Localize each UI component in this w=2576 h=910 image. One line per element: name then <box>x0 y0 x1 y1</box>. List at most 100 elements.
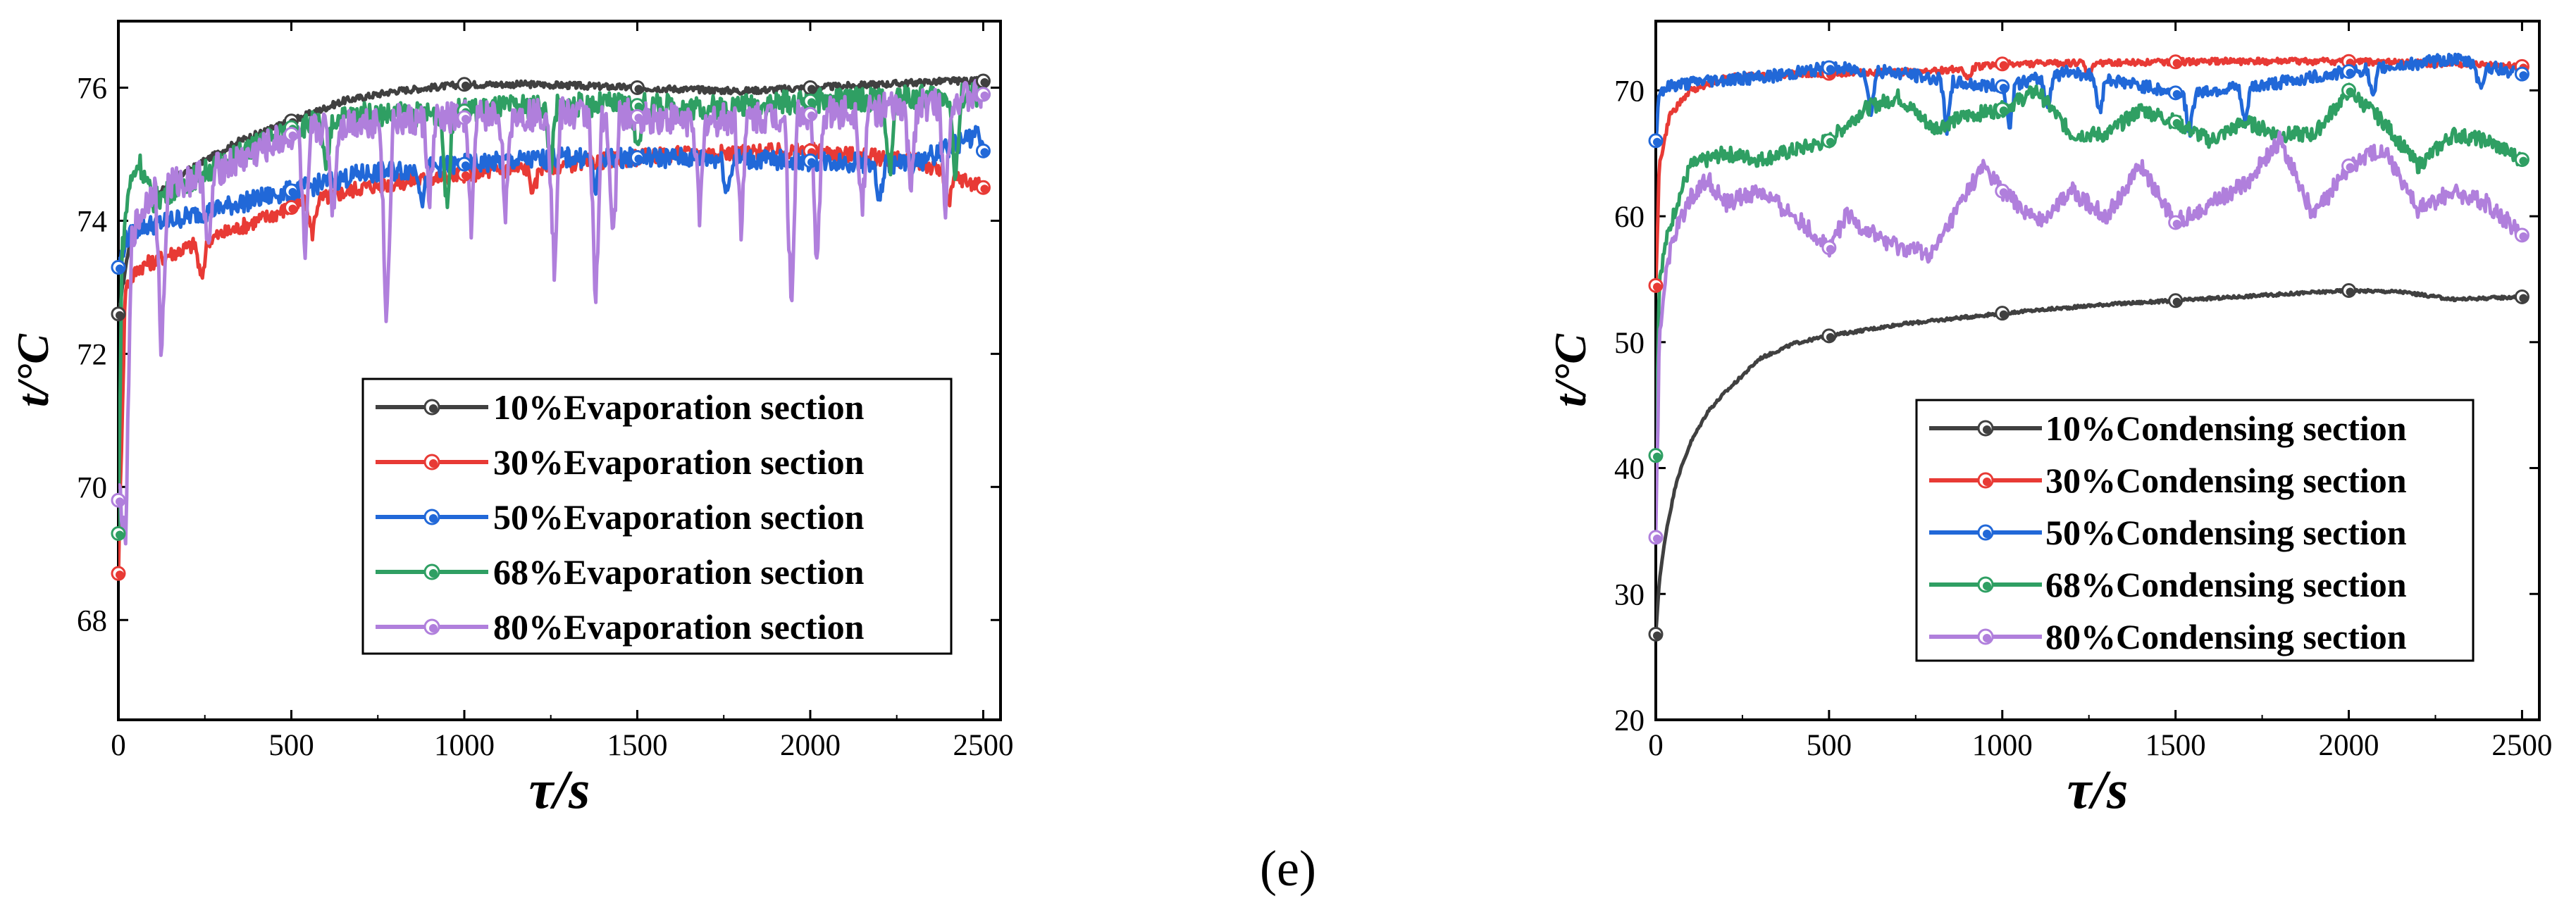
y-tick-label: 40 <box>1614 453 1645 486</box>
legend-marker-fill-2 <box>429 514 438 523</box>
series-marker-fill-0 <box>807 85 816 94</box>
series-marker-fill-0 <box>2519 294 2528 303</box>
series-marker-fill-1 <box>116 571 124 580</box>
series-marker-fill-0 <box>1653 631 1661 640</box>
series-marker-fill-2 <box>980 148 989 157</box>
series-marker-fill-4 <box>2519 232 2528 241</box>
legend-marker-fill-2 <box>1983 530 1991 538</box>
series-marker-fill-4 <box>1826 244 1835 254</box>
x-tick-label: 2000 <box>2319 729 2379 762</box>
legend-marker-fill-4 <box>1983 634 1991 642</box>
x-axis-label: τ/s <box>2067 759 2129 820</box>
legend-label-2: 50%Condensing section <box>2045 513 2407 552</box>
series-marker-fill-1 <box>461 171 470 180</box>
y-tick-label: 76 <box>77 72 107 105</box>
y-tick-label: 70 <box>1614 75 1645 108</box>
series-marker-fill-0 <box>2172 297 2181 306</box>
legend-marker-fill-4 <box>429 624 438 632</box>
series-marker-fill-2 <box>2519 71 2528 80</box>
series-marker-fill-2 <box>1653 137 1661 147</box>
y-tick-label: 74 <box>77 205 107 238</box>
y-tick-label: 50 <box>1614 327 1645 360</box>
series-marker-fill-1 <box>2172 58 2181 68</box>
x-tick-label: 500 <box>268 729 314 762</box>
x-tick-label: 500 <box>1807 729 1852 762</box>
series-marker-fill-4 <box>2172 219 2181 228</box>
series-group <box>118 75 985 580</box>
x-tick-label: 1000 <box>434 729 495 762</box>
series-marker-fill-0 <box>461 81 470 90</box>
series-marker-fill-3 <box>2346 87 2355 96</box>
series-marker-fill-0 <box>980 78 989 87</box>
y-tick-label: 60 <box>1614 201 1645 234</box>
series-marker-fill-1 <box>980 185 989 194</box>
series-marker-fill-0 <box>1826 332 1835 342</box>
legend-marker-fill-3 <box>1983 582 1991 590</box>
series-marker-fill-2 <box>1999 83 2008 92</box>
series-marker-fill-3 <box>807 98 816 107</box>
series-line-4 <box>1656 130 2524 531</box>
series-marker-fill-2 <box>807 158 816 167</box>
series-line-2 <box>1656 52 2524 143</box>
series-marker-fill-4 <box>288 131 297 140</box>
series-marker-fill-4 <box>461 114 470 123</box>
y-tick-label: 30 <box>1614 578 1645 611</box>
plot-frame <box>117 20 1002 721</box>
legend-label-2: 50%Evaporation section <box>493 497 865 537</box>
legend-label-3: 68%Condensing section <box>2045 565 2407 604</box>
legend-label-3: 68%Evaporation section <box>493 552 865 592</box>
series-marker-fill-0 <box>634 85 643 94</box>
series-marker-fill-2 <box>116 264 124 273</box>
y-tick-label: 68 <box>77 604 107 637</box>
series-marker-fill-3 <box>1999 106 2008 116</box>
series-line-3 <box>1656 82 2523 454</box>
series-marker-fill-3 <box>634 102 643 111</box>
series-marker-fill-2 <box>288 187 297 197</box>
series-marker-fill-1 <box>288 204 297 213</box>
chart-evaporation: 0 500 1000 1500 2000 2500 68 70 72 74 76 τ/s t/°C 10%… <box>8 20 1013 820</box>
y-tick-label: 72 <box>77 338 107 371</box>
legend-label-4: 80%Evaporation section <box>493 607 865 647</box>
legend-marker-fill-3 <box>429 569 438 578</box>
chart-condensing: 0 500 1000 1500 2000 2500 20 30 40 50 60 70 τ/s t/°C 1… <box>1545 20 2552 820</box>
series-group <box>1656 52 2524 633</box>
series-marker-fill-1 <box>1999 61 2008 70</box>
series-marker-fill-2 <box>461 161 470 170</box>
series-marker-fill-0 <box>2346 287 2355 297</box>
series-marker-fill-3 <box>116 530 124 540</box>
x-tick-label: 0 <box>111 729 126 762</box>
legend-marker-fill-1 <box>1983 478 1991 486</box>
series-marker-fill-3 <box>2519 156 2528 166</box>
series-marker-fill-0 <box>116 311 124 320</box>
legend-marker-fill-0 <box>429 404 438 413</box>
series-marker-fill-4 <box>807 111 816 120</box>
y-tick-label: 20 <box>1614 704 1645 737</box>
series-marker-fill-3 <box>1826 137 1835 147</box>
x-tick-label: 1000 <box>1972 729 2033 762</box>
series-marker-fill-0 <box>1999 310 2008 319</box>
series-marker-fill-3 <box>1653 452 1661 461</box>
y-tick-label: 70 <box>77 471 107 504</box>
series-marker-fill-4 <box>1999 188 2008 197</box>
figure-caption: (e) <box>1260 840 1316 897</box>
legend-marker-fill-1 <box>429 459 438 468</box>
series-marker-fill-2 <box>2346 68 2355 77</box>
series-line-4 <box>118 78 985 546</box>
series-marker-fill-4 <box>634 113 643 123</box>
y-axis-label: t/°C <box>8 333 58 407</box>
series-marker-fill-1 <box>1653 282 1661 292</box>
legend-label-0: 10%Evaporation section <box>493 387 865 427</box>
x-tick-label: 0 <box>1648 729 1664 762</box>
series-marker-fill-4 <box>116 497 124 506</box>
x-tick-label: 1500 <box>607 729 667 762</box>
legend-label-1: 30%Evaporation section <box>493 442 865 482</box>
y-axis-label: t/°C <box>1545 333 1595 407</box>
x-tick-label: 2000 <box>780 729 841 762</box>
series-marker-fill-4 <box>1653 534 1661 543</box>
series-marker-fill-4 <box>980 91 989 100</box>
legend-marker-fill-0 <box>1983 425 1991 434</box>
x-axis-label: τ/s <box>529 759 590 820</box>
legend-label-1: 30%Condensing section <box>2045 461 2407 500</box>
legend-label-4: 80%Condensing section <box>2045 617 2407 656</box>
